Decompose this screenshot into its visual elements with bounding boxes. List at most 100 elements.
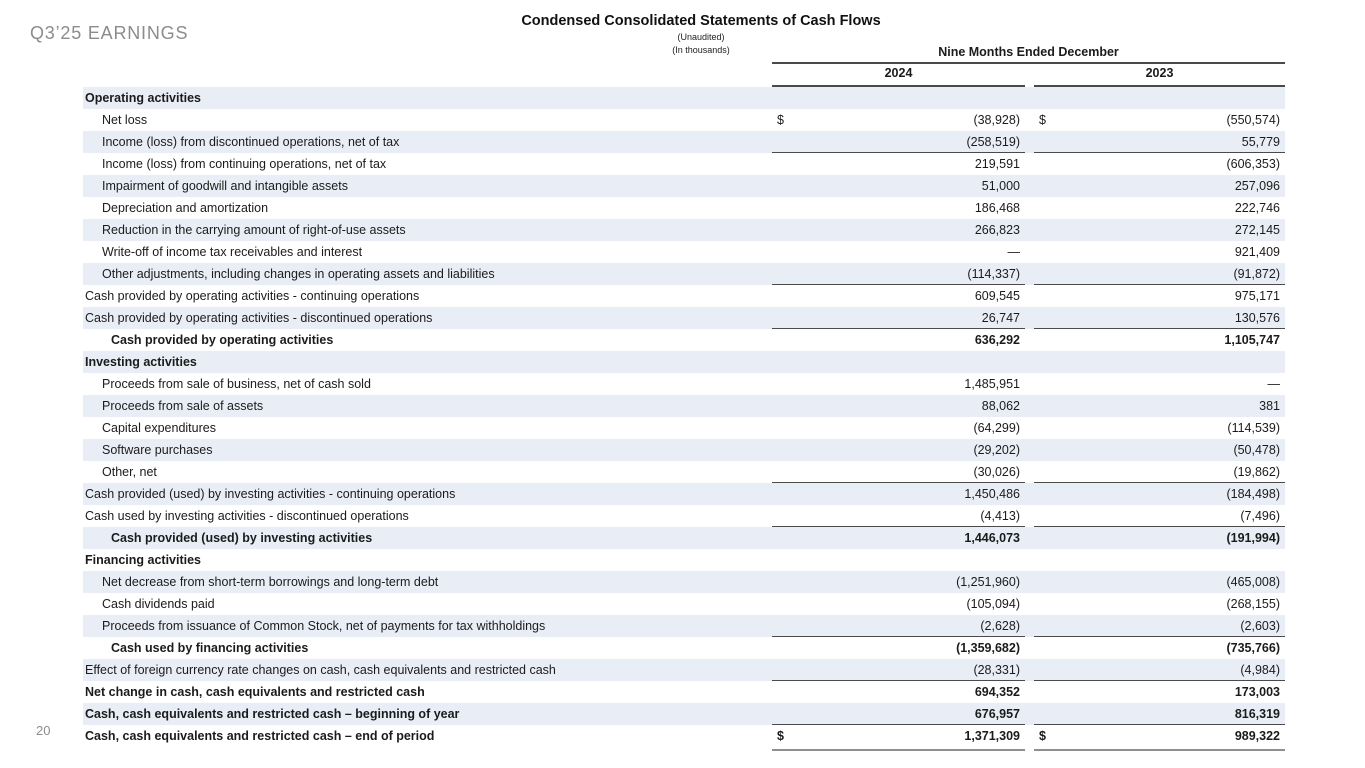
table-row: Cash used by investing activities - disc… <box>83 505 1285 527</box>
value-cell-2023: 272,145 <box>1034 219 1285 241</box>
currency-symbol <box>1034 219 1044 241</box>
table-row: Proceeds from sale of business, net of c… <box>83 373 1285 395</box>
currency-symbol <box>772 395 782 417</box>
cell-value <box>782 351 1025 373</box>
value-cell-2024: 1,485,951 <box>772 373 1025 395</box>
currency-symbol <box>1034 131 1044 153</box>
currency-symbol <box>772 703 782 725</box>
value-cell-2024: (28,331) <box>772 659 1025 681</box>
cell-value: (4,984) <box>1240 663 1280 677</box>
table-row: Operating activities <box>83 87 1285 109</box>
value-cell-2023: (7,496) <box>1034 505 1285 527</box>
cell-value: (258,519) <box>966 135 1020 149</box>
value-cell-2024: 266,823 <box>772 219 1025 241</box>
cell-value: (550,574) <box>1226 113 1280 127</box>
cell-value: (268,155) <box>1226 597 1280 611</box>
cell-value: 222,746 <box>1234 201 1280 215</box>
currency-symbol <box>1034 153 1044 175</box>
table-row: Software purchases (29,202) (50,478) <box>83 439 1285 461</box>
currency-symbol <box>1034 681 1044 703</box>
value-cell-2023: 975,171 <box>1034 285 1285 307</box>
row-label: Net decrease from short-term borrowings … <box>102 575 439 589</box>
period-rule <box>772 62 1285 64</box>
cell-value: 186,468 <box>974 201 1020 215</box>
cell-value: (114,337) <box>967 267 1020 281</box>
value-cell-2024: (64,299) <box>772 417 1025 439</box>
value-cell-2024: (105,094) <box>772 593 1025 615</box>
value-cell-2023: (268,155) <box>1034 593 1285 615</box>
currency-symbol <box>1034 241 1044 263</box>
currency-symbol <box>1034 395 1044 417</box>
cell-value <box>782 87 1025 109</box>
value-cell-2023 <box>1034 87 1285 109</box>
table-row: Impairment of goodwill and intangible as… <box>83 175 1285 197</box>
cell-value: (64,299) <box>973 421 1020 435</box>
value-cell-2023: (2,603) <box>1034 615 1285 637</box>
currency-symbol <box>1034 571 1044 593</box>
value-cell-2024: 219,591 <box>772 153 1025 175</box>
currency-symbol <box>772 549 782 571</box>
period-header: Nine Months Ended December <box>938 45 1119 59</box>
value-cell-2024: (114,337) <box>772 263 1025 285</box>
row-label: Effect of foreign currency rate changes … <box>85 663 556 677</box>
cell-value: 1,450,486 <box>964 487 1020 501</box>
currency-symbol <box>772 87 782 109</box>
currency-symbol <box>1034 87 1044 109</box>
row-label: Cash dividends paid <box>102 597 215 611</box>
row-label: Financing activities <box>85 553 202 567</box>
cell-value: (7,496) <box>1240 509 1280 523</box>
value-cell-2023: (19,862) <box>1034 461 1285 483</box>
cell-value: 636,292 <box>974 333 1020 347</box>
value-cell-2024: 676,957 <box>772 703 1025 725</box>
cell-value: (38,928) <box>973 113 1020 127</box>
currency-symbol <box>1034 483 1044 505</box>
table-row: Net decrease from short-term borrowings … <box>83 571 1285 593</box>
currency-symbol <box>772 373 782 395</box>
cell-value: (114,539) <box>1227 421 1280 435</box>
column-header-2023: 2023 <box>1145 66 1174 80</box>
currency-symbol <box>772 329 782 351</box>
value-cell-2023: $ (550,574) <box>1034 109 1285 131</box>
cell-value: 1,485,951 <box>964 377 1020 391</box>
value-cell-2024: 1,446,073 <box>772 527 1025 549</box>
cell-value: (4,413) <box>980 509 1020 523</box>
table-row: Write-off of income tax receivables and … <box>83 241 1285 263</box>
cell-value: (1,359,682) <box>956 641 1020 655</box>
value-cell-2023: $989,322 <box>1034 725 1285 751</box>
table-row: Net loss $ (38,928) $ (550,574) <box>83 109 1285 131</box>
cell-value: 55,779 <box>1241 135 1280 149</box>
row-label: Cash provided (used) by investing activi… <box>85 487 456 501</box>
cell-value: 257,096 <box>1234 179 1280 193</box>
cell-value: 975,171 <box>1234 289 1280 303</box>
row-label: Reduction in the carrying amount of righ… <box>102 223 406 237</box>
cell-value: 272,145 <box>1234 223 1280 237</box>
currency-symbol: $ <box>1039 729 1046 743</box>
cell-value: (29,202) <box>973 443 1020 457</box>
currency-symbol <box>1034 615 1044 637</box>
table-row: Depreciation and amortization 186,468 222,… <box>83 197 1285 219</box>
cell-value: 173,003 <box>1234 685 1280 699</box>
cell-value: 609,545 <box>974 289 1020 303</box>
value-cell-2024: 694,352 <box>772 681 1025 703</box>
value-cell-2024: — <box>772 241 1025 263</box>
table-row: Cash, cash equivalents and restricted ca… <box>83 725 1285 751</box>
cell-value: 88,062 <box>981 399 1020 413</box>
currency-symbol <box>1034 593 1044 615</box>
value-cell-2024: 609,545 <box>772 285 1025 307</box>
row-label: Operating activities <box>85 91 202 105</box>
currency-symbol <box>772 153 782 175</box>
currency-symbol <box>1034 175 1044 197</box>
cash-flow-table: Operating activities Net loss $ (38,928) $ (5… <box>83 87 1285 751</box>
value-cell-2024: 1,450,486 <box>772 483 1025 505</box>
row-label: Proceeds from sale of assets <box>102 399 264 413</box>
value-cell-2024: (29,202) <box>772 439 1025 461</box>
cell-value <box>782 549 1025 571</box>
row-label: Impairment of goodwill and intangible as… <box>102 179 348 193</box>
currency-symbol <box>772 241 782 263</box>
cell-value: (735,766) <box>1226 641 1280 655</box>
value-cell-2023: 55,779 <box>1034 131 1285 153</box>
cell-value: (91,872) <box>1233 267 1280 281</box>
cell-value: (184,498) <box>1226 487 1280 501</box>
table-row: Cash provided (used) by investing activi… <box>83 527 1285 549</box>
value-cell-2023: 816,319 <box>1034 703 1285 725</box>
